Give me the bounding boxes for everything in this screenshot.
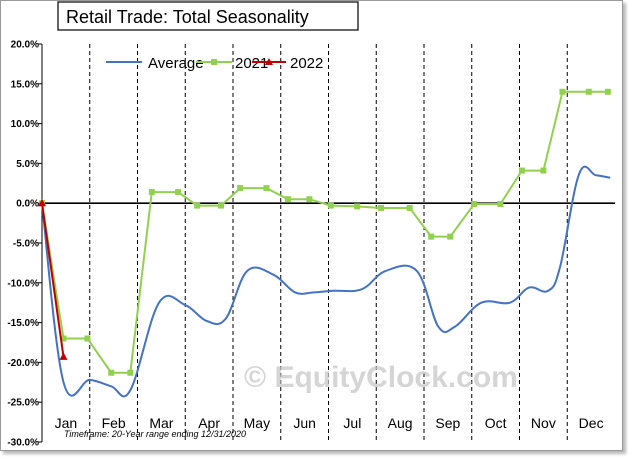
point-2021 <box>540 167 547 174</box>
vertical-grid <box>89 44 568 442</box>
point-2022 <box>59 352 68 360</box>
y-tick-label: -25.0% <box>7 398 39 409</box>
y-tick-label: -20.0% <box>7 358 39 369</box>
x-tick-label: Sep <box>435 415 460 431</box>
x-tick-label: Mar <box>149 415 173 431</box>
series-layer <box>38 88 611 398</box>
point-2021 <box>127 369 134 376</box>
y-tick-label: 10.0% <box>11 119 39 130</box>
point-2021 <box>327 202 334 209</box>
point-2021 <box>585 88 592 95</box>
y-axis: 20.0% 15.0% 10.0% 5.0% 0.0% -5.0% -10.0% -15.0%… <box>7 40 42 449</box>
legend-marker-2021 <box>211 59 217 65</box>
legend-marker-2022 <box>265 58 273 65</box>
legend: Average 2021 2022 <box>106 55 323 72</box>
legend-label-2022: 2022 <box>290 55 323 72</box>
series-line-2022 <box>41 203 65 357</box>
x-tick-label: Jun <box>293 415 316 431</box>
point-2021 <box>428 233 435 240</box>
point-2021 <box>471 200 478 207</box>
x-tick-label: Aug <box>388 415 413 431</box>
point-2021 <box>60 335 67 342</box>
x-tick-label: Feb <box>102 415 126 431</box>
point-2021 <box>604 88 611 95</box>
timeframe-footnote: Timeframe: 20-Year range ending 12/31/20… <box>64 429 246 439</box>
x-tick-label: Jan <box>55 415 78 431</box>
x-tick-label: Apr <box>198 415 220 431</box>
point-2021 <box>518 167 525 174</box>
series-line-average <box>41 165 611 398</box>
x-tick-label: Oct <box>485 415 507 431</box>
point-2021 <box>218 202 225 209</box>
legend-label-average: Average <box>148 55 204 72</box>
series-line-2021 <box>41 90 608 374</box>
legend-label-2021: 2021 <box>235 55 268 72</box>
x-tick-label: Nov <box>531 415 556 431</box>
watermark: © EquityClock.com <box>244 361 518 394</box>
y-tick-label: 20.0% <box>11 40 39 51</box>
chart-title: Retail Trade: Total Seasonality <box>66 7 309 27</box>
x-tick-label: Dec <box>579 415 604 431</box>
x-axis: Jan Feb Mar Apr May Jun Jul Aug Sep Oct Nov Dec <box>55 415 604 431</box>
point-2021 <box>108 369 115 376</box>
point-2022 <box>38 198 46 207</box>
y-tick-label: 5.0% <box>16 159 39 170</box>
y-tick-label: -10.0% <box>7 278 39 289</box>
x-tick-label: Jul <box>343 415 361 431</box>
y-tick-label: -5.0% <box>13 239 39 250</box>
point-2021 <box>194 202 201 209</box>
x-tick-label: May <box>244 415 270 431</box>
point-2021 <box>378 204 385 211</box>
point-2021 <box>406 204 413 211</box>
point-2021 <box>263 185 270 192</box>
point-2021 <box>559 88 566 95</box>
y-tick-label: 0.0% <box>16 199 39 210</box>
point-2021 <box>447 233 454 240</box>
point-2021 <box>84 335 91 342</box>
y-tick-label: -30.0% <box>7 438 39 449</box>
point-2021 <box>237 185 244 192</box>
point-2021 <box>284 196 291 203</box>
title-box <box>57 1 359 31</box>
point-2021 <box>354 203 361 210</box>
y-tick-label: 15.0% <box>11 79 39 90</box>
point-2021 <box>148 189 155 196</box>
point-2021 <box>175 189 182 196</box>
y-tick-label: -15.0% <box>7 318 39 329</box>
point-2021 <box>306 196 313 203</box>
point-2021 <box>497 200 504 207</box>
